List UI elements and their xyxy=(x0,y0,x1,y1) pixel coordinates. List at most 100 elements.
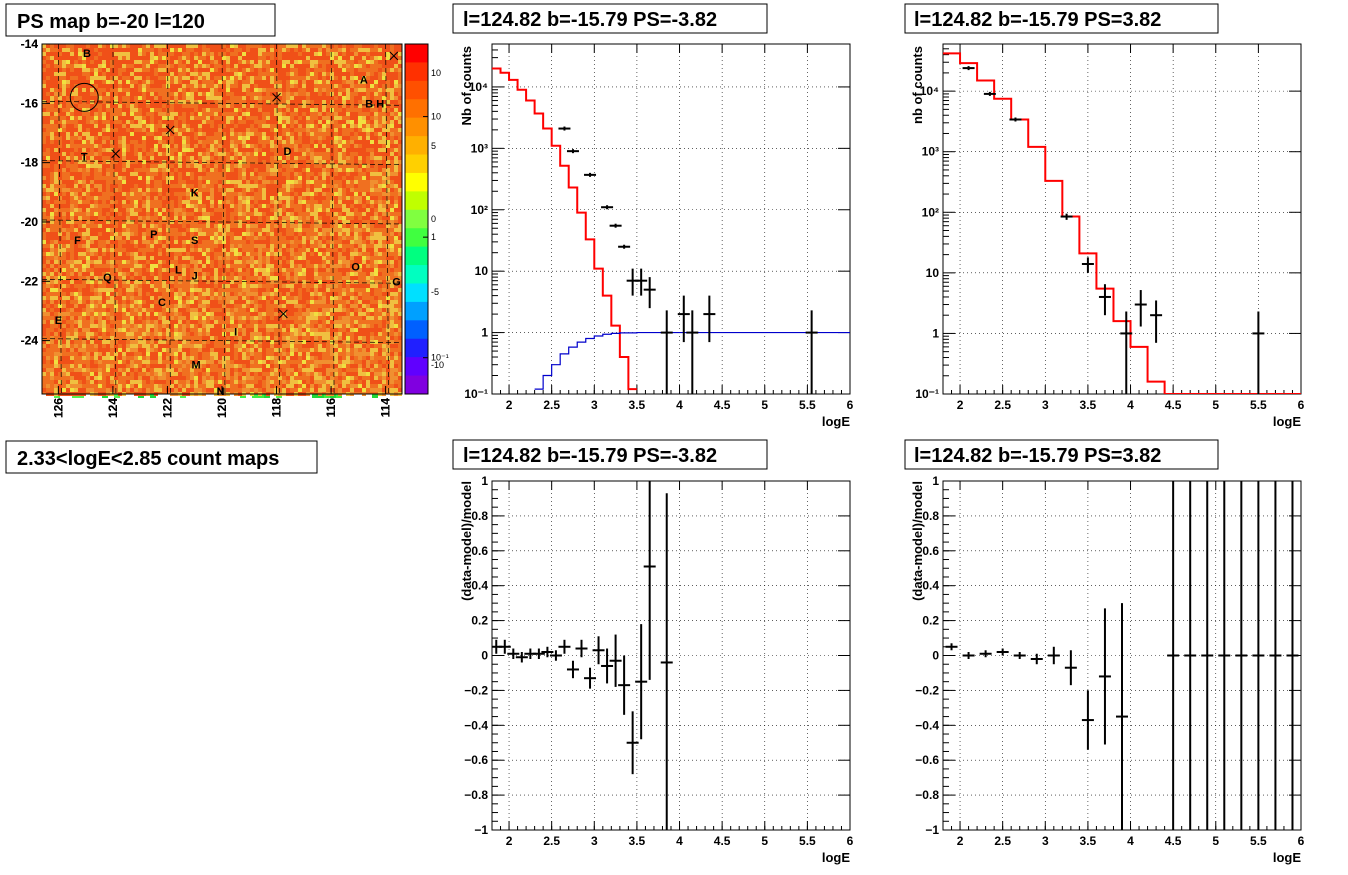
map-cell xyxy=(206,260,210,264)
map-cell xyxy=(342,260,346,264)
map-cell xyxy=(138,120,142,124)
map-cell xyxy=(350,172,354,176)
map-cell xyxy=(98,136,102,140)
map-cell xyxy=(226,256,230,260)
map-cell xyxy=(158,244,162,248)
map-cell xyxy=(170,44,174,48)
map-cell xyxy=(274,248,278,252)
map-cell xyxy=(214,268,218,272)
map-cell xyxy=(242,276,246,280)
map-cell xyxy=(102,256,106,260)
map-cell xyxy=(182,164,186,168)
map-cell xyxy=(138,228,142,232)
map-cell xyxy=(262,220,266,224)
map-cell xyxy=(242,96,246,100)
map-cell xyxy=(358,80,362,84)
map-cell xyxy=(106,260,110,264)
map-cell xyxy=(114,228,118,232)
map-cell xyxy=(238,228,242,232)
map-cell xyxy=(362,152,366,156)
map-cell xyxy=(314,100,318,104)
map-cell xyxy=(306,208,310,212)
map-cell xyxy=(274,252,278,256)
map-cell xyxy=(390,216,394,220)
map-cell xyxy=(262,68,266,72)
map-cell xyxy=(246,124,250,128)
map-cell xyxy=(190,156,194,160)
map-cell xyxy=(354,192,358,196)
map-cell xyxy=(118,148,122,152)
map-cell xyxy=(202,156,206,160)
map-cell xyxy=(290,272,294,276)
map-cell xyxy=(142,268,146,272)
map-cell xyxy=(218,128,222,132)
map-cell xyxy=(398,208,402,212)
map-cell xyxy=(374,124,378,128)
map-cell xyxy=(266,180,270,184)
map-cell xyxy=(234,116,238,120)
map-cell xyxy=(246,284,250,288)
map-cell xyxy=(374,196,378,200)
map-cell xyxy=(122,276,126,280)
map-cell xyxy=(94,180,98,184)
map-cell xyxy=(386,72,390,76)
map-cell xyxy=(334,196,338,200)
map-cell xyxy=(398,104,402,108)
map-cell xyxy=(98,132,102,136)
map-cell xyxy=(382,108,386,112)
map-cell xyxy=(274,168,278,172)
map-cell xyxy=(302,176,306,180)
map-cell xyxy=(286,272,290,276)
map-cell xyxy=(322,48,326,52)
map-cell xyxy=(194,208,198,212)
map-cell xyxy=(134,216,138,220)
map-cell xyxy=(270,248,274,252)
map-cell xyxy=(82,108,86,112)
map-cell xyxy=(274,204,278,208)
map-cell xyxy=(338,252,342,256)
map-cell xyxy=(210,196,214,200)
map-cell xyxy=(366,256,370,260)
map-cell xyxy=(322,248,326,252)
map-cell xyxy=(346,168,350,172)
map-cell xyxy=(238,236,242,240)
map-cell xyxy=(282,76,286,80)
map-cell xyxy=(214,164,218,168)
map-cell xyxy=(146,72,150,76)
map-cell xyxy=(226,228,230,232)
map-cell xyxy=(62,80,66,84)
map-cell xyxy=(250,112,254,116)
map-cell xyxy=(234,88,238,92)
map-cell xyxy=(202,272,206,276)
map-cell xyxy=(222,196,226,200)
map-cell xyxy=(186,92,190,96)
map-cell xyxy=(358,248,362,252)
map-cell xyxy=(106,268,110,272)
map-cell xyxy=(194,144,198,148)
map-cell xyxy=(122,244,126,248)
map-cell xyxy=(82,148,86,152)
map-cell xyxy=(334,84,338,88)
map-cell xyxy=(210,268,214,272)
map-cell xyxy=(210,256,214,260)
map-cell xyxy=(226,272,230,276)
map-cell xyxy=(62,144,66,148)
map-cell xyxy=(178,84,182,88)
map-cell xyxy=(46,156,50,160)
map-cell xyxy=(334,192,338,196)
map-cell xyxy=(130,288,134,292)
map-cell xyxy=(322,212,326,216)
map-cell xyxy=(322,140,326,144)
map-cell xyxy=(194,84,198,88)
map-cell xyxy=(74,228,78,232)
map-cell xyxy=(50,56,54,60)
map-cell xyxy=(86,284,90,288)
map-cell xyxy=(86,228,90,232)
map-cell xyxy=(90,132,94,136)
map-cell xyxy=(298,56,302,60)
map-cell xyxy=(106,172,110,176)
map-cell xyxy=(206,144,210,148)
map-cell xyxy=(270,60,274,64)
map-title-counts: 2.33<logE<2.85 count maps xyxy=(17,448,279,470)
